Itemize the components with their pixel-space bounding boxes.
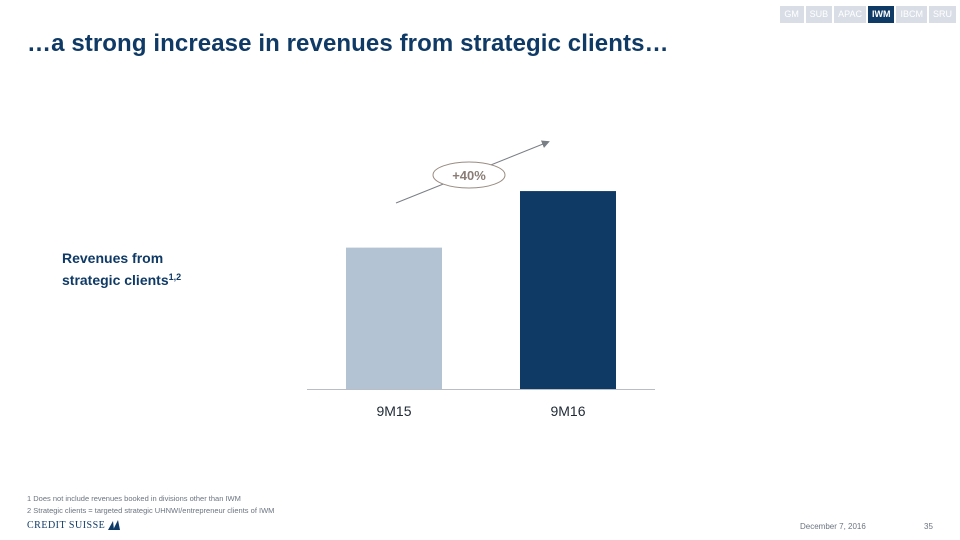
tab-sru[interactable]: SRU	[928, 6, 956, 23]
date: December 7, 2016	[800, 522, 866, 531]
tab-iwm[interactable]: IWM	[867, 6, 895, 23]
tab-sub[interactable]: SUB	[805, 6, 833, 23]
logo-text: CREDIT SUISSE	[27, 520, 106, 531]
bar-9m15	[346, 247, 442, 389]
tick-label-9m15: 9M15	[376, 403, 411, 419]
metric-label-line2: strategic clients1,2	[62, 268, 181, 290]
tick-label-9m16: 9M16	[550, 403, 585, 419]
page-title: …a strong increase in revenues from stra…	[27, 30, 669, 57]
tab-gm[interactable]: GM	[779, 6, 804, 23]
footnote-1: 1 Does not include revenues booked in di…	[27, 494, 241, 503]
metric-label-superscript: 1,2	[168, 272, 182, 282]
bar-9m16	[520, 191, 616, 389]
sails-icon	[108, 520, 121, 530]
metric-label-line2-text: strategic clients	[62, 272, 169, 288]
metric-label: Revenues from strategic clients1,2	[62, 249, 181, 290]
footnote-2: 2 Strategic clients = targeted strategic…	[27, 506, 275, 515]
tab-ibcm[interactable]: IBCM	[896, 6, 927, 23]
footnotes: 1 Does not include revenues booked in di…	[27, 493, 274, 517]
division-nav: GM SUB APAC IWM IBCM SRU	[779, 6, 956, 23]
tab-apac[interactable]: APAC	[834, 6, 866, 23]
page-number: 35	[924, 522, 933, 531]
growth-label: +40%	[452, 168, 486, 183]
credit-suisse-logo: CREDIT SUISSE	[27, 519, 121, 531]
growth-badge	[432, 161, 506, 189]
metric-label-line1: Revenues from	[62, 250, 164, 266]
